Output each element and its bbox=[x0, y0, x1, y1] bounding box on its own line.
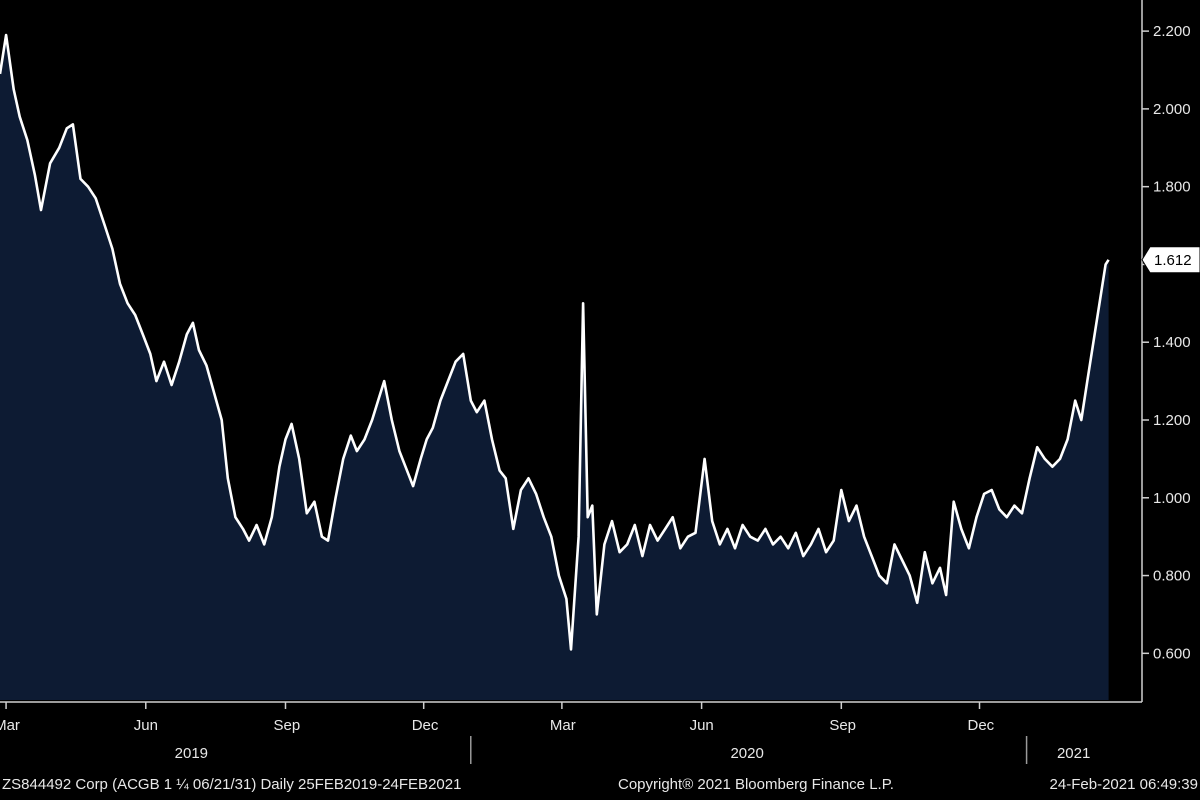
y-tick-label: 0.800 bbox=[1153, 568, 1191, 585]
series-area bbox=[0, 35, 1109, 700]
y-tick-label: 1.200 bbox=[1153, 412, 1191, 429]
x-tick-label: Dec bbox=[968, 717, 995, 734]
timestamp: 24-Feb-2021 06:49:39 bbox=[1049, 776, 1198, 793]
y-tick-label: 2.000 bbox=[1153, 101, 1191, 118]
x-tick-label: Mar bbox=[550, 717, 576, 734]
y-tick-label: 1.400 bbox=[1153, 334, 1191, 351]
x-tick-label: Sep bbox=[829, 717, 856, 734]
x-tick-label: Jun bbox=[690, 717, 714, 734]
x-tick-label: Jun bbox=[134, 717, 158, 734]
y-tick-label: 0.600 bbox=[1153, 645, 1191, 662]
x-tick-label: Mar bbox=[0, 717, 20, 734]
last-value-label: 1.612 bbox=[1154, 252, 1192, 269]
year-label: 2021 bbox=[1057, 745, 1090, 762]
x-tick-label: Dec bbox=[412, 717, 439, 734]
y-tick-label: 1.800 bbox=[1153, 179, 1191, 196]
x-tick-label: Sep bbox=[274, 717, 301, 734]
copyright-notice: Copyright® 2021 Bloomberg Finance L.P. bbox=[618, 776, 894, 793]
year-label: 2020 bbox=[730, 745, 763, 762]
series-line bbox=[0, 33, 1110, 651]
axes: 0.6000.8001.0001.2001.4001.6001.8002.000… bbox=[0, 0, 1200, 764]
y-tick-label: 1.000 bbox=[1153, 490, 1191, 507]
last-value-badge bbox=[1141, 246, 1200, 274]
y-tick-label: 2.200 bbox=[1153, 23, 1191, 40]
year-label: 2019 bbox=[175, 745, 208, 762]
yield-chart: 0.6000.8001.0001.2001.4001.6001.8002.000… bbox=[0, 0, 1200, 764]
security-descriptor: ZS844492 Corp (ACGB 1 ¼ 06/21/31) Daily … bbox=[2, 776, 462, 793]
plot-area bbox=[0, 33, 1110, 700]
